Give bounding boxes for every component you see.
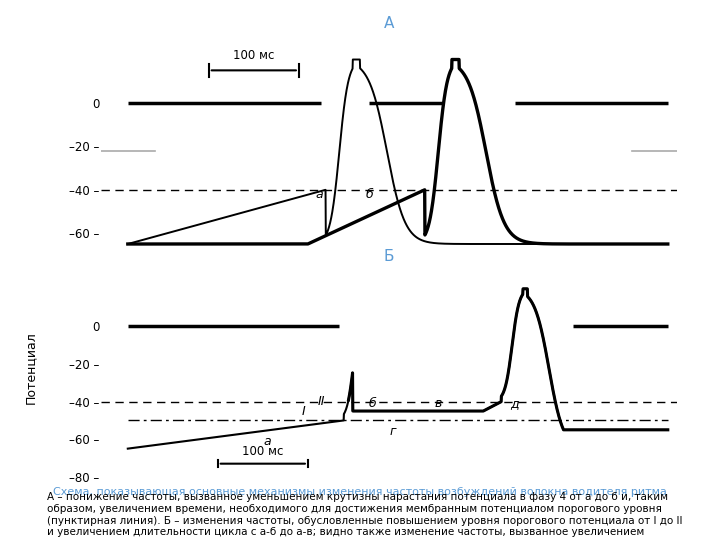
Text: Схема, показывающая основные механизмы изменения частоты возбуждений волокна вод: Схема, показывающая основные механизмы и…: [53, 487, 667, 497]
Text: а: а: [264, 435, 271, 448]
Text: А: А: [384, 16, 394, 31]
Text: в: в: [435, 397, 442, 410]
Text: г: г: [390, 426, 397, 438]
Text: Потенциал: Потенциал: [24, 331, 37, 403]
Text: 100 мс: 100 мс: [242, 445, 284, 458]
Text: А – понижение частоты, вызванное уменьшением крутизны нарастания потенциала в фа: А – понижение частоты, вызванное уменьше…: [47, 492, 683, 540]
Text: I: I: [302, 405, 305, 418]
Text: а: а: [315, 188, 323, 201]
Text: б: б: [369, 397, 377, 410]
Text: Б: Б: [384, 249, 394, 264]
Text: 100 мс: 100 мс: [233, 49, 274, 62]
Text: б: б: [365, 188, 373, 201]
Text: II: II: [318, 395, 325, 408]
Text: д: д: [510, 397, 519, 410]
